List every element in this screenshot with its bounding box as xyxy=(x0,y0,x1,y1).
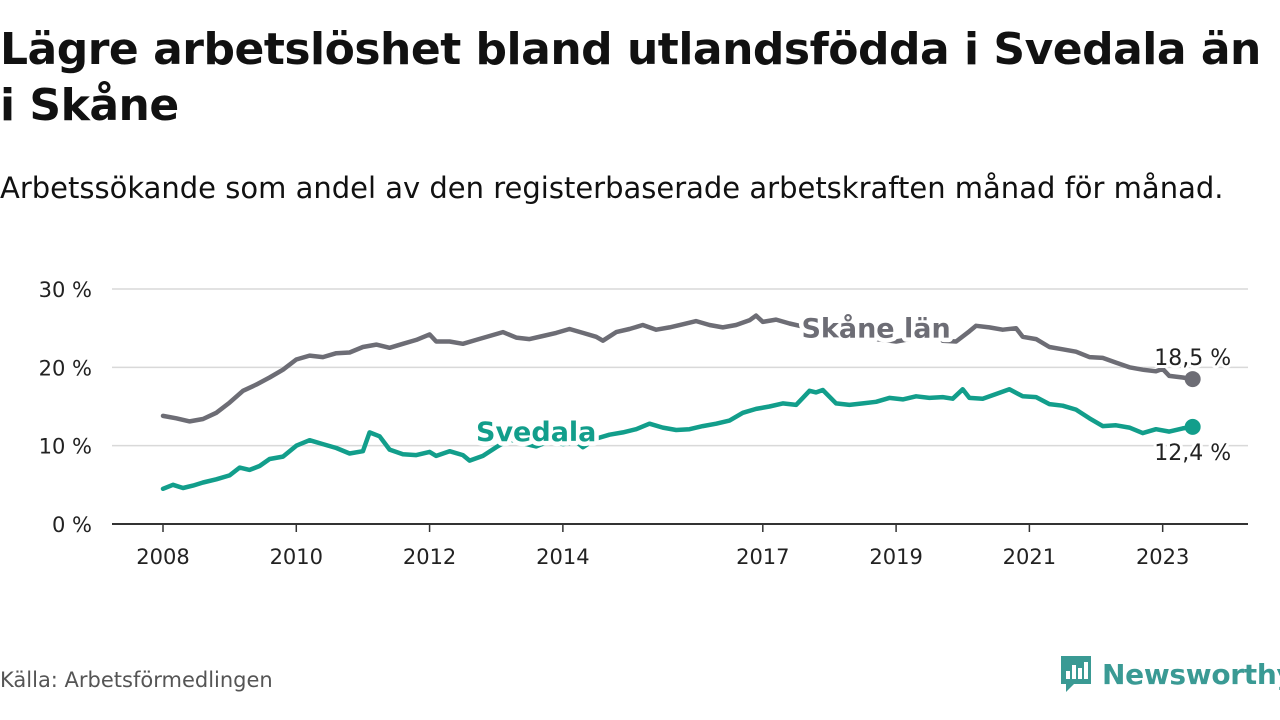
end-value-label-skane-lan: 18,5 % xyxy=(1154,346,1231,371)
series-label-skane-lan: Skåne län xyxy=(801,312,950,344)
newsworthy-logo-icon xyxy=(1061,656,1091,692)
brand-name: Newsworthy xyxy=(1102,657,1280,691)
y-tick-label-20: 20 % xyxy=(39,356,92,380)
brand-logo: Newsworthy xyxy=(1058,654,1280,694)
series-endpoint-svedala xyxy=(1184,418,1201,435)
series-endpoint-skane-lan xyxy=(1184,371,1201,388)
x-tick-label-2010: 2010 xyxy=(270,545,323,569)
x-tick-label-2014: 2014 xyxy=(536,545,589,569)
x-tick-label-2019: 2019 xyxy=(869,545,922,569)
series-label-svedala: Svedala xyxy=(476,417,596,448)
y-tick-label-0: 0 % xyxy=(52,513,92,537)
end-value-label-svedala: 12,4 % xyxy=(1154,441,1231,466)
series-line-svedala xyxy=(160,387,1195,492)
x-tick-label-2012: 2012 xyxy=(403,545,456,569)
y-axis-ticks: 0 % 10 % 20 % 30 % xyxy=(39,278,92,537)
source-note: Källa: Arbetsförmedlingen xyxy=(0,668,273,692)
label-layer: Skåne län Svedala 18,5 % 12,4 % xyxy=(472,308,1235,469)
series-line-skane-lan xyxy=(160,313,1195,424)
series-layer xyxy=(160,313,1201,492)
chart-title: Lägre arbetslöshet bland utlandsfödda i … xyxy=(0,24,1261,131)
x-tick-label-2017: 2017 xyxy=(736,545,789,569)
y-tick-label-30: 30 % xyxy=(39,278,92,302)
y-tick-label-10: 10 % xyxy=(39,435,92,459)
line-chart: 0 % 10 % 20 % 30 % 2008 2010 2012 2014 2017 2019… xyxy=(39,278,1248,569)
x-axis-ticks: 2008 2010 2012 2014 2017 2019 2021 2023 xyxy=(136,524,1189,569)
x-tick-label-2023: 2023 xyxy=(1136,545,1189,569)
x-tick-label-2008: 2008 xyxy=(136,545,189,569)
x-tick-label-2021: 2021 xyxy=(1003,545,1056,569)
chart-subtitle: Arbetssökande som andel av den registerb… xyxy=(0,171,1224,205)
